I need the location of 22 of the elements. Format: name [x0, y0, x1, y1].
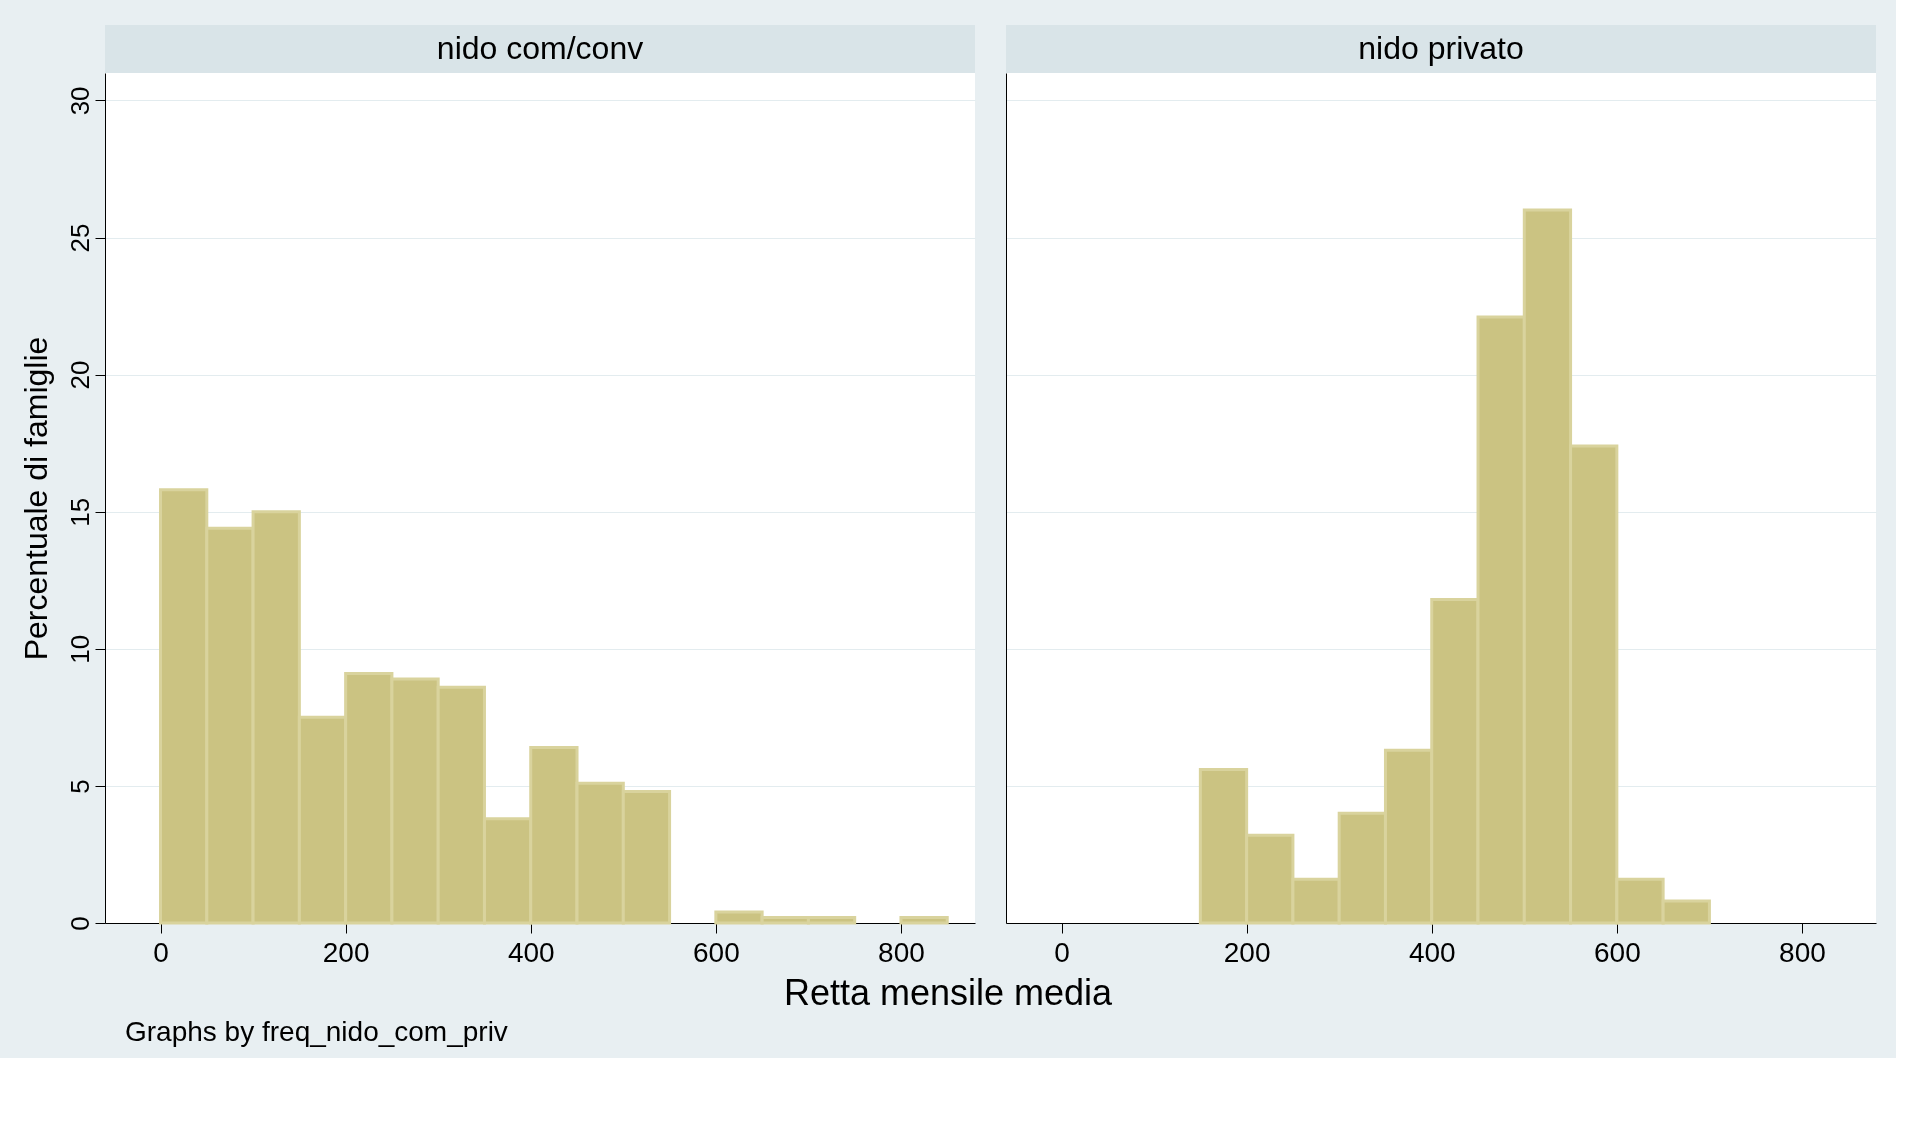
y-tick-label: 10: [64, 634, 95, 664]
y-tick-label: 5: [64, 779, 95, 794]
x-tick-label: 400: [507, 936, 555, 968]
x-tick-label: 200: [322, 936, 370, 968]
y-tick-label: 25: [64, 223, 95, 253]
y-tick-label: 15: [64, 497, 95, 527]
x-axis-title: Retta mensile media: [783, 972, 1114, 1013]
x-tick-label: 600: [692, 936, 740, 968]
y-axis-title: Percentuale di famiglie: [17, 336, 54, 661]
x-tick-label: 800: [878, 936, 925, 968]
y-tick-label: 20: [64, 360, 95, 390]
x-tick-label: 600: [1593, 936, 1641, 968]
chart-title: nido com/conv: [436, 30, 644, 66]
x-tick-label: 0: [153, 936, 169, 968]
x-tick-label: 200: [1223, 936, 1271, 968]
x-tick-label: 0: [1054, 936, 1070, 968]
text: Graphs by freq_nido_com_priv: [125, 1016, 508, 1047]
x-tick-label: 800: [1779, 936, 1826, 968]
y-tick-label: 30: [64, 86, 95, 116]
chart-title: nido privato: [1358, 30, 1524, 66]
x-tick-label: 400: [1408, 936, 1456, 968]
y-tick-label: 0: [64, 916, 95, 931]
